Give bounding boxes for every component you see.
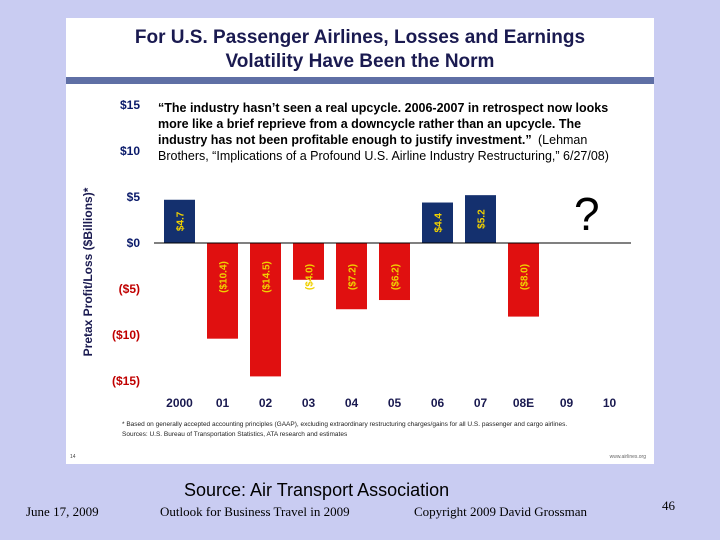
y-tick-1: $10 <box>120 144 140 158</box>
x-tick-01: 01 <box>216 396 230 410</box>
bar-08E <box>508 243 539 317</box>
bar-2000 <box>164 199 195 243</box>
quote-attribution: (Lehman <box>538 133 587 147</box>
data-label-02: ($14.5) <box>262 261 273 293</box>
slide-number: 46 <box>662 498 675 513</box>
bar-02 <box>250 243 281 377</box>
data-label-01: ($10.4) <box>219 261 230 293</box>
bars-group: $4.7 ($10.4) ($14.5) ($4.0) ($7.2) ($6.2) $4.4… <box>164 195 539 377</box>
data-label-2000: $4.7 <box>176 211 187 231</box>
y-tick-5: ($10) <box>112 328 140 342</box>
title-divider <box>66 77 654 84</box>
footer-event: Outlook for Business Travel in 2009 <box>160 504 350 519</box>
slide-panel: For U.S. Passenger Airlines, Losses and … <box>66 18 654 464</box>
data-label-04: ($7.2) <box>348 264 359 290</box>
x-tick-06: 06 <box>431 396 445 410</box>
footer-copyright: Copyright 2009 David Grossman <box>414 504 587 519</box>
inner-page-number: 14 <box>70 454 76 460</box>
data-label-06: $4.4 <box>434 213 445 233</box>
footnote-sources: Sources: U.S. Bureau of Transportation S… <box>122 431 348 438</box>
y-ticks-group: $15 $10 $5 $0 ($5) ($10) ($15) <box>112 98 140 388</box>
bar-01 <box>207 243 238 339</box>
website-label: www.airlines.org <box>609 454 646 460</box>
x-tick-2000: 2000 <box>166 396 193 410</box>
y-tick-4: ($5) <box>119 282 140 296</box>
footer-date: June 17, 2009 <box>26 504 99 519</box>
x-tick-04: 04 <box>345 396 359 410</box>
bar-chart: $4.7 ($10.4) ($14.5) ($4.0) ($7.2) ($6.2) $4.4… <box>81 98 631 410</box>
y-axis-label: Pretax Profit/Loss ($Billions)* <box>81 187 95 356</box>
question-mark: ? <box>574 188 600 240</box>
bar-03 <box>293 243 324 280</box>
x-tick-03: 03 <box>302 396 316 410</box>
x-tick-10: 10 <box>603 396 617 410</box>
data-label-08E: ($8.0) <box>520 264 531 290</box>
x-tick-02: 02 <box>259 396 273 410</box>
quote-line-4: Brothers, “Implications of a Profound U.… <box>158 149 609 163</box>
bar-06 <box>422 202 453 243</box>
quote-block: “The industry hasn’t seen a real upcycle… <box>158 101 609 163</box>
bar-05 <box>379 243 410 301</box>
quote-line-2: more like a brief reprieve from a downcy… <box>158 117 581 131</box>
x-ticks-group: 2000 01 02 03 04 05 06 07 08E 09 10 <box>166 396 616 410</box>
quote-line-3: industry has not been profitable enough … <box>158 133 532 147</box>
x-tick-05: 05 <box>388 396 402 410</box>
quote-line-1: “The industry hasn’t seen a real upcycle… <box>158 101 608 115</box>
data-label-05: ($6.2) <box>391 264 402 290</box>
bar-04 <box>336 243 367 310</box>
y-tick-6: ($15) <box>112 374 140 388</box>
slide-title: For U.S. Passenger Airlines, Losses and … <box>66 18 654 78</box>
bar-07 <box>465 195 496 243</box>
footnote-gaap: * Based on generally accepted accounting… <box>122 421 568 428</box>
slide-title-line2: Volatility Have Been the Norm <box>225 51 495 72</box>
source-caption: Source: Air Transport Association <box>184 480 450 500</box>
x-tick-09: 09 <box>560 396 574 410</box>
data-label-03: ($4.0) <box>305 264 316 290</box>
y-tick-2: $5 <box>127 190 141 204</box>
x-tick-08E: 08E <box>513 396 534 410</box>
y-tick-0: $15 <box>120 98 140 112</box>
data-label-07: $5.2 <box>477 209 488 229</box>
y-tick-3: $0 <box>127 236 141 250</box>
x-tick-07: 07 <box>474 396 488 410</box>
slide-title-line1: For U.S. Passenger Airlines, Losses and … <box>134 27 586 48</box>
